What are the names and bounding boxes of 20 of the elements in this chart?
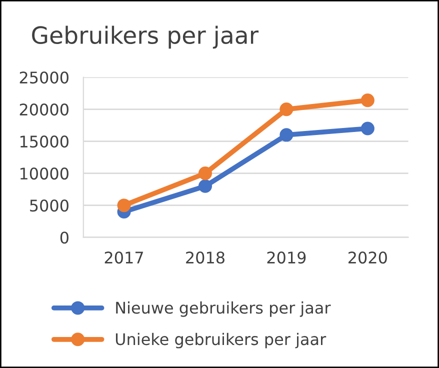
y-tick-label: 20000 bbox=[20, 104, 68, 116]
y-tick-label: 5000 bbox=[30, 200, 68, 212]
y-tick-label: 10000 bbox=[20, 168, 68, 180]
x-tick-label: 2020 bbox=[348, 252, 387, 264]
chart-title: Gebruikers per jaar bbox=[32, 26, 259, 49]
point bbox=[117, 198, 131, 212]
legend-label: Unieke gebruikers per jaar bbox=[116, 332, 326, 348]
y-tick-label: 25000 bbox=[20, 71, 68, 84]
x-tick-label: 2019 bbox=[267, 252, 306, 264]
point bbox=[360, 94, 374, 108]
x-tick-label: 2018 bbox=[186, 252, 224, 264]
point bbox=[198, 166, 212, 180]
point bbox=[280, 128, 294, 142]
point bbox=[280, 102, 294, 116]
x-tick-label: 2017 bbox=[104, 252, 143, 264]
point bbox=[198, 179, 212, 193]
y-tick-label: 0 bbox=[60, 232, 68, 244]
legend-label: Nieuwe gebruikers per jaar bbox=[116, 301, 331, 317]
point bbox=[360, 122, 374, 136]
y-tick-label: 15000 bbox=[20, 136, 68, 148]
